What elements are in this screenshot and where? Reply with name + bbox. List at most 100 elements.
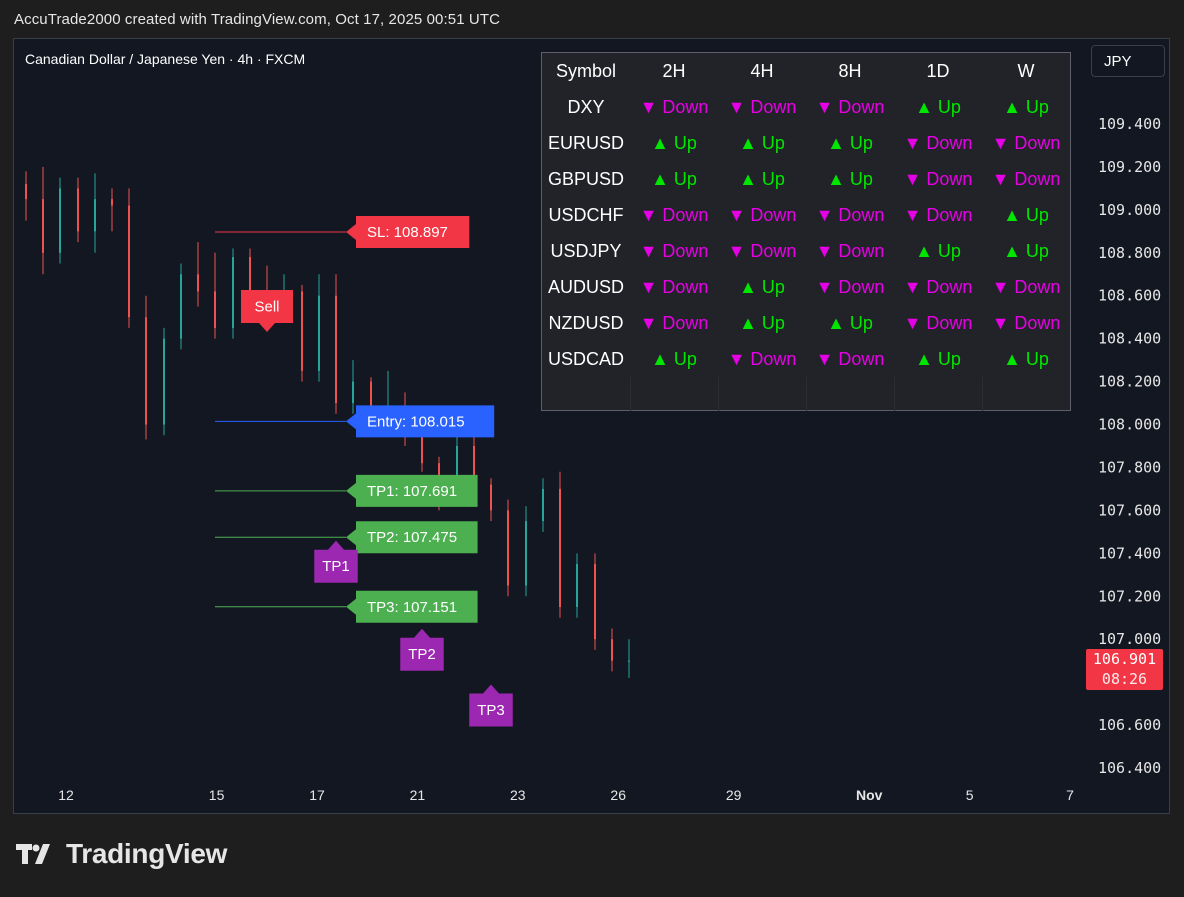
trend-empty-cell — [718, 377, 807, 411]
trend-cell-w: ▼ Down — [991, 132, 1061, 153]
candle-body — [197, 274, 199, 292]
signal-label-tp3: TP3 — [477, 702, 505, 719]
trend-row-eurusd: EURUSD ▲ Up ▲ Up ▲ Up ▼ Down ▼ Down — [542, 125, 1070, 161]
trend-cell-8h: ▼ Down — [815, 240, 885, 261]
y-tick-label: 107.600 — [1098, 501, 1161, 519]
y-tick-label: 109.400 — [1098, 115, 1161, 133]
trend-cell-2h: ▼ Down — [639, 312, 709, 333]
candle-body — [576, 564, 578, 607]
trend-table: Symbol 2H 4H 8H 1D W DXY ▼ Down ▼ Down ▼ Down ▲ U… — [541, 52, 1071, 411]
trend-empty-cell — [894, 377, 983, 411]
trend-row-usdchf: USDCHF ▼ Down ▼ Down ▼ Down ▼ Down ▲ Up — [542, 197, 1070, 233]
level-tag-tp3 — [346, 590, 478, 623]
candle-body — [25, 184, 27, 200]
y-tick-label: 109.000 — [1098, 201, 1161, 219]
trend-symbol: DXY — [567, 96, 605, 117]
trend-cell-2h: ▼ Down — [639, 276, 709, 297]
last-price-tag: 106.901 08:26 — [1086, 649, 1163, 690]
tradingview-logo-icon — [16, 844, 50, 864]
trend-cell-2h: ▲ Up — [651, 132, 697, 153]
trend-cell-8h: ▼ Down — [815, 96, 885, 117]
x-tick-label: 23 — [510, 787, 526, 803]
x-tick-label: 7 — [1066, 787, 1074, 803]
chart-credit: AccuTrade2000 created with TradingView.c… — [14, 11, 501, 28]
trend-cell-1d: ▲ Up — [915, 348, 961, 369]
candle-body — [301, 291, 303, 371]
trend-cell-8h: ▲ Up — [827, 132, 873, 153]
candle-body — [456, 446, 458, 489]
tradingview-wordmark: TradingView — [66, 838, 228, 869]
trend-header-2h: 2H — [662, 60, 686, 81]
y-tick-label: 106.600 — [1098, 716, 1161, 734]
candle-body — [77, 188, 79, 232]
trend-row-dxy: DXY ▼ Down ▼ Down ▼ Down ▲ Up ▲ Up — [542, 89, 1070, 125]
trend-header-1d: 1D — [926, 60, 950, 81]
trend-empty-cell — [982, 377, 1070, 411]
level-label-sl: SL: 108.897 — [367, 224, 448, 241]
x-tick-label: 17 — [309, 787, 325, 803]
trend-cell-1d: ▼ Down — [903, 276, 973, 297]
candle-body — [490, 484, 492, 511]
signal-marker-sell — [241, 289, 293, 332]
level-tag-tp1 — [346, 474, 478, 507]
y-tick-label: 108.800 — [1098, 244, 1161, 262]
trend-row-nzdusd: NZDUSD ▼ Down ▲ Up ▲ Up ▼ Down ▼ Down — [542, 305, 1070, 341]
trend-empty-cell — [542, 377, 631, 411]
trend-empty-cell — [630, 377, 719, 411]
trend-cell-w: ▲ Up — [1003, 348, 1049, 369]
trend-cell-w: ▲ Up — [1003, 204, 1049, 225]
trend-cell-4h: ▼ Down — [727, 240, 797, 261]
level-tag-tp2 — [346, 521, 478, 554]
trend-symbol: USDJPY — [550, 240, 622, 261]
level-tag-sl — [346, 215, 470, 248]
candle-body — [128, 205, 130, 318]
candle-body — [335, 295, 337, 404]
x-tick-label: 26 — [610, 787, 626, 803]
trend-symbol: AUDUSD — [547, 276, 624, 297]
y-tick-label: 107.000 — [1098, 630, 1161, 648]
trend-cell-2h: ▼ Down — [639, 96, 709, 117]
signal-marker-tp1 — [314, 540, 358, 583]
candle-body — [111, 199, 113, 206]
x-tick-label: 5 — [966, 787, 974, 803]
trend-empty-cell — [806, 377, 895, 411]
signal-label-tp1: TP1 — [322, 558, 350, 575]
trend-cell-4h: ▼ Down — [727, 348, 797, 369]
candle-body — [421, 435, 423, 464]
trend-cell-8h: ▼ Down — [815, 348, 885, 369]
candle-body — [42, 199, 44, 253]
x-tick-label: 12 — [58, 787, 74, 803]
bar-countdown: 08:26 — [1101, 670, 1148, 688]
trend-cell-1d: ▼ Down — [903, 204, 973, 225]
candle-body — [59, 188, 61, 253]
candle-body — [94, 199, 96, 232]
level-tag-entry — [346, 405, 495, 438]
signal-label-sell: Sell — [254, 298, 279, 315]
trend-cell-w: ▼ Down — [991, 312, 1061, 333]
trend-cell-4h: ▲ Up — [739, 276, 785, 297]
trend-cell-1d: ▲ Up — [915, 240, 961, 261]
trend-table-header: Symbol 2H 4H 8H 1D W — [542, 53, 1070, 89]
trend-cell-w: ▼ Down — [991, 276, 1061, 297]
x-tick-label: 15 — [209, 787, 225, 803]
candle-body — [180, 274, 182, 339]
y-tick-label: 108.200 — [1098, 373, 1161, 391]
trend-cell-4h: ▲ Up — [739, 168, 785, 189]
currency-button[interactable]: JPY — [1091, 45, 1165, 77]
trend-row-usdjpy: USDJPY ▼ Down ▼ Down ▼ Down ▲ Up ▲ Up — [542, 233, 1070, 269]
candle-body — [628, 660, 630, 662]
candle-body — [352, 381, 354, 404]
candle-body — [145, 317, 147, 425]
candle-body — [163, 338, 165, 425]
candle-body — [214, 291, 216, 328]
level-label-tp3: TP3: 107.151 — [367, 599, 457, 616]
trend-symbol: EURUSD — [547, 132, 624, 153]
level-label-tp1: TP1: 107.691 — [367, 483, 457, 500]
trend-cell-4h: ▼ Down — [727, 96, 797, 117]
level-label-entry: Entry: 108.015 — [367, 413, 465, 430]
y-tick-label: 107.800 — [1098, 458, 1161, 476]
x-tick-label: Nov — [856, 787, 883, 803]
x-tick-label: 29 — [726, 787, 742, 803]
candle-body — [370, 381, 372, 421]
